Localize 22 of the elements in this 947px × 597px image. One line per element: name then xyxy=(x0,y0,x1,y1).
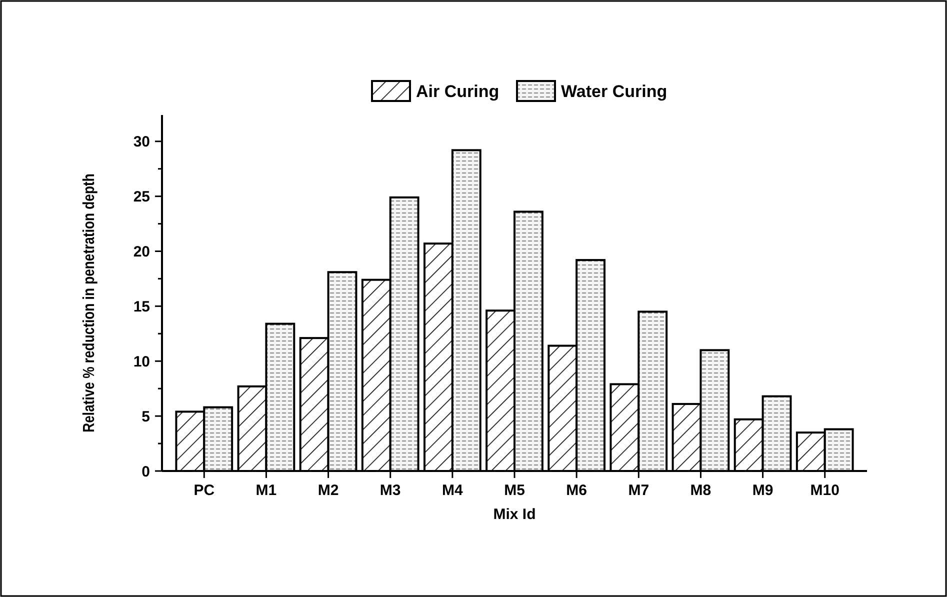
x-tick-label: PC xyxy=(194,482,215,499)
y-axis-title: Relative % reduction in penetration depth xyxy=(80,174,98,432)
legend-label: Air Curing xyxy=(416,82,500,101)
x-tick-label: M6 xyxy=(566,482,587,499)
x-tick-label: M3 xyxy=(380,482,401,499)
y-tick-label: 30 xyxy=(133,134,150,151)
y-tick-label: 0 xyxy=(142,463,150,480)
x-tick-label: M7 xyxy=(628,482,650,499)
y-tick-label: 10 xyxy=(133,353,150,370)
x-tick-label: M9 xyxy=(752,482,774,499)
x-axis-title: Mix Id xyxy=(493,506,536,523)
x-tick-label: M4 xyxy=(442,482,464,499)
x-tick-label: M1 xyxy=(256,482,277,499)
y-tick-label: 15 xyxy=(133,298,150,316)
y-tick-label: 5 xyxy=(142,408,150,426)
x-tick-label: M8 xyxy=(690,482,712,499)
legend-label: Water Curing xyxy=(561,82,668,101)
x-tick-label: M10 xyxy=(810,482,840,499)
y-tick-label: 20 xyxy=(133,243,150,260)
y-tick-label: 25 xyxy=(133,188,150,206)
x-tick-label: M5 xyxy=(504,482,525,499)
x-tick-label: M2 xyxy=(318,482,339,499)
